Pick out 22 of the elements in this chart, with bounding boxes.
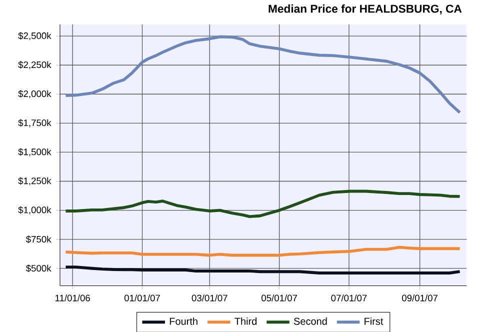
line-series [64, 35, 462, 114]
y-tick-label: $2,000k [18, 90, 52, 98]
x-tick-label: 03/01/07 [192, 294, 228, 302]
line-series [64, 190, 462, 218]
y-tick-label: $1,750k [18, 118, 52, 128]
x-tick-label: 05/01/07 [262, 294, 298, 302]
y-tick-label: $750k [26, 235, 52, 243]
legend-label: First [364, 317, 384, 325]
x-tick-label: 07/01/07 [331, 294, 367, 302]
y-tick-label: $2,500k [18, 32, 52, 40]
y-tick-label: $1,250k [18, 176, 52, 186]
legend-label: Third [234, 317, 257, 325]
y-tick-label: $500k [26, 264, 52, 272]
legend-label: Fourth [170, 317, 198, 325]
x-tick-label: 11/01/06 [55, 294, 90, 302]
x-tick-label: 01/01/07 [124, 294, 160, 302]
chart-title: Median Price for HEALDSBURG, CA [268, 4, 462, 14]
y-tick-label: $1,500k [18, 148, 52, 156]
y-tick-label: $1,000k [18, 206, 52, 214]
y-tick-label: $2,250k [18, 60, 52, 69]
legend-label: Second [294, 317, 327, 325]
x-tick-label: 09/01/07 [402, 294, 438, 302]
